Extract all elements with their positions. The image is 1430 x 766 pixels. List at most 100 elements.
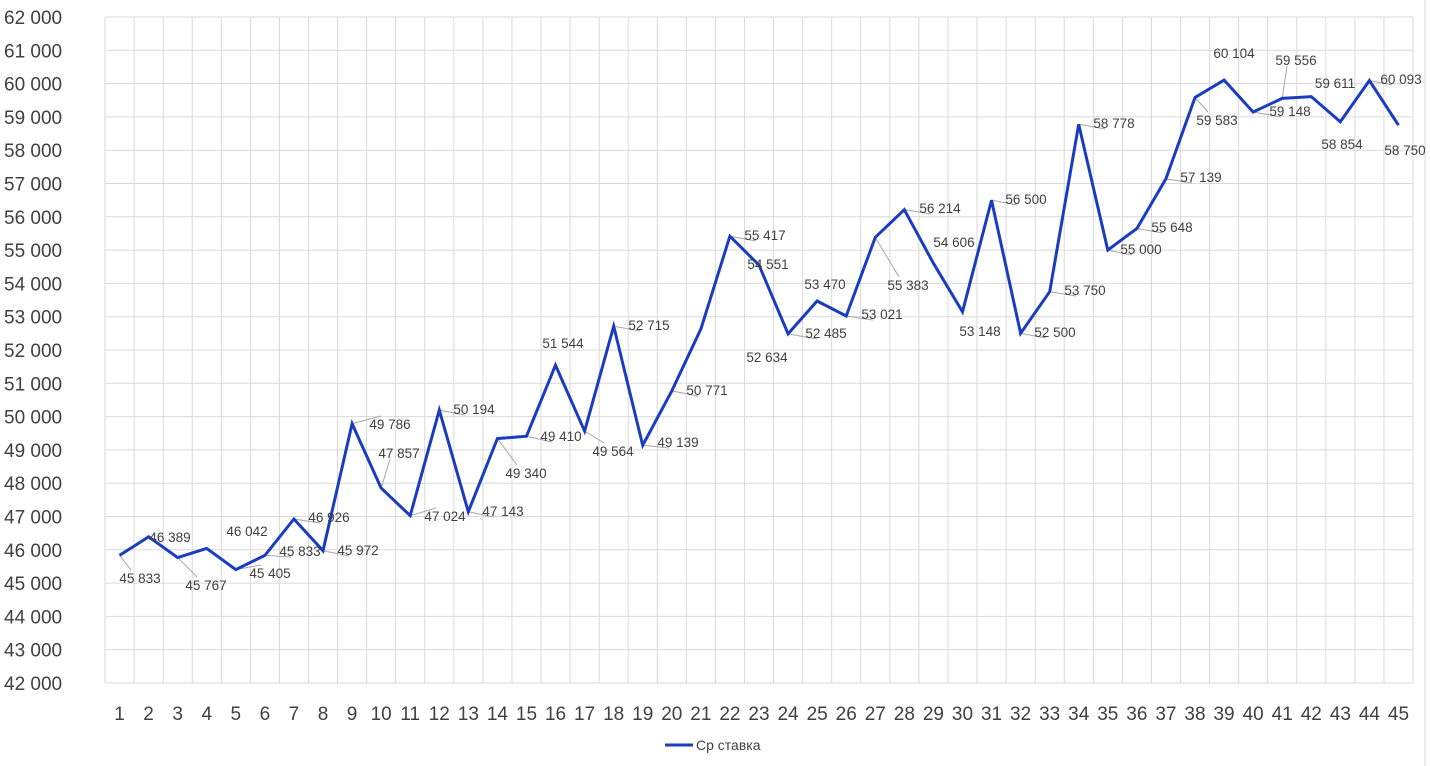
leader-line: [584, 430, 605, 444]
data-label: 46 926: [308, 510, 349, 525]
data-label: 53 148: [959, 324, 1000, 339]
leader-line: [119, 555, 132, 571]
x-tick-label: 31: [981, 704, 1002, 725]
leader-line: [264, 554, 292, 558]
x-tick-label: 40: [1243, 704, 1264, 725]
data-label: 47 024: [424, 509, 466, 524]
data-label: 55 648: [1151, 220, 1192, 235]
gridlines: [104, 0, 1426, 766]
x-tick-label: 33: [1039, 704, 1060, 725]
leader-line: [1049, 291, 1077, 297]
leader-line: [468, 511, 495, 518]
x-tick-label: 19: [632, 704, 653, 725]
x-tick-label: 35: [1097, 704, 1118, 725]
data-label: 50 771: [686, 383, 727, 398]
y-tick-label: 51 000: [4, 374, 62, 395]
data-label: 59 611: [1315, 76, 1355, 91]
data-label: 60 104: [1213, 46, 1255, 61]
data-label: 47 857: [378, 446, 419, 461]
y-tick-label: 50 000: [4, 408, 62, 429]
data-label: 54 551: [747, 257, 788, 272]
data-label: 53 750: [1064, 283, 1105, 298]
y-tick-label: 54 000: [4, 274, 62, 295]
data-label: 52 634: [746, 350, 788, 365]
data-label: 59 583: [1196, 113, 1237, 128]
x-tick-label: 18: [603, 704, 624, 725]
data-label: 53 021: [861, 307, 902, 322]
leader-line: [1107, 249, 1133, 256]
leader-line: [410, 507, 437, 517]
series-line-sr-stavka: [118, 77, 1400, 572]
data-label: 45 405: [249, 566, 290, 581]
data-label: 55 383: [887, 278, 928, 293]
y-tick-label: 56 000: [4, 208, 62, 229]
y-tick-label: 58 000: [4, 141, 62, 162]
x-tick-label: 39: [1213, 704, 1234, 725]
x-tick-label: 27: [865, 704, 886, 725]
data-label: 57 139: [1180, 170, 1221, 185]
y-tick-label: 49 000: [4, 441, 62, 462]
x-tick-label: 12: [429, 704, 450, 725]
data-label: 59 148: [1269, 104, 1310, 119]
x-tick-label: 2: [143, 704, 154, 725]
data-label: 52 485: [805, 326, 846, 341]
leader-line: [1281, 65, 1288, 99]
x-tick-label: 4: [201, 704, 212, 725]
x-tick-label: 29: [923, 704, 944, 725]
y-tick-label: 62 000: [4, 8, 62, 29]
data-label: 54 606: [933, 235, 974, 250]
data-label: 59 556: [1275, 53, 1316, 68]
x-tick-label: 22: [719, 704, 740, 725]
x-tick-label: 45: [1388, 704, 1409, 725]
x-axis-ticks: 1 2 3 4 5 6 7 8 9 10 11 12 13 14 15 16 17 18 19 20 21 22 23 24 2…: [114, 704, 1409, 725]
y-tick-label: 43 000: [4, 641, 62, 662]
leader-line: [729, 235, 757, 242]
x-tick-label: 15: [516, 704, 537, 725]
data-label: 45 972: [337, 543, 378, 558]
leader-line: [177, 557, 198, 578]
x-tick-label: 43: [1330, 704, 1351, 725]
leader-line: [439, 409, 466, 416]
y-tick-label: 60 000: [4, 75, 62, 96]
x-tick-label: 17: [574, 704, 595, 725]
x-tick-label: 37: [1155, 704, 1176, 725]
x-tick-label: 1: [114, 704, 125, 725]
leader-line: [787, 333, 818, 340]
x-tick-label: 13: [458, 704, 479, 725]
x-tick-label: 21: [690, 704, 711, 725]
data-label: 49 410: [540, 429, 581, 444]
x-tick-label: 30: [952, 704, 973, 725]
x-tick-label: 11: [400, 704, 420, 725]
leader-line: [904, 209, 932, 215]
legend-label: Ср ставка: [696, 737, 761, 753]
x-tick-label: 25: [807, 704, 828, 725]
x-tick-label: 5: [231, 704, 242, 725]
x-tick-label: 8: [318, 704, 329, 725]
data-label: 58 854: [1321, 137, 1363, 152]
x-tick-label: 7: [289, 704, 300, 725]
data-label: 46 389: [149, 530, 190, 545]
data-label: 47 143: [482, 504, 523, 519]
leader-line: [1253, 111, 1282, 118]
legend: Ср ставка: [665, 737, 761, 753]
leader-line: [874, 237, 900, 278]
x-tick-label: 9: [347, 704, 358, 725]
leader-line: [846, 315, 874, 321]
y-tick-label: 44 000: [4, 607, 62, 628]
y-tick-label: 45 000: [4, 574, 62, 595]
data-label: 52 500: [1034, 325, 1075, 340]
data-label: 58 778: [1093, 116, 1134, 131]
data-label: 46 042: [226, 524, 267, 539]
y-tick-label: 47 000: [4, 508, 62, 529]
y-tick-label: 48 000: [4, 474, 62, 495]
x-tick-label: 38: [1184, 704, 1205, 725]
data-label: 60 093: [1380, 72, 1421, 87]
leader-line: [1136, 228, 1164, 234]
leader-line: [671, 390, 699, 397]
y-axis-ticks: 42 000 43 000 44 000 45 000 46 000 47 000 48 0…: [4, 8, 62, 695]
x-tick-label: 34: [1068, 704, 1090, 725]
leader-line: [613, 325, 641, 332]
y-tick-label: 53 000: [4, 308, 62, 329]
x-tick-label: 23: [748, 704, 769, 725]
